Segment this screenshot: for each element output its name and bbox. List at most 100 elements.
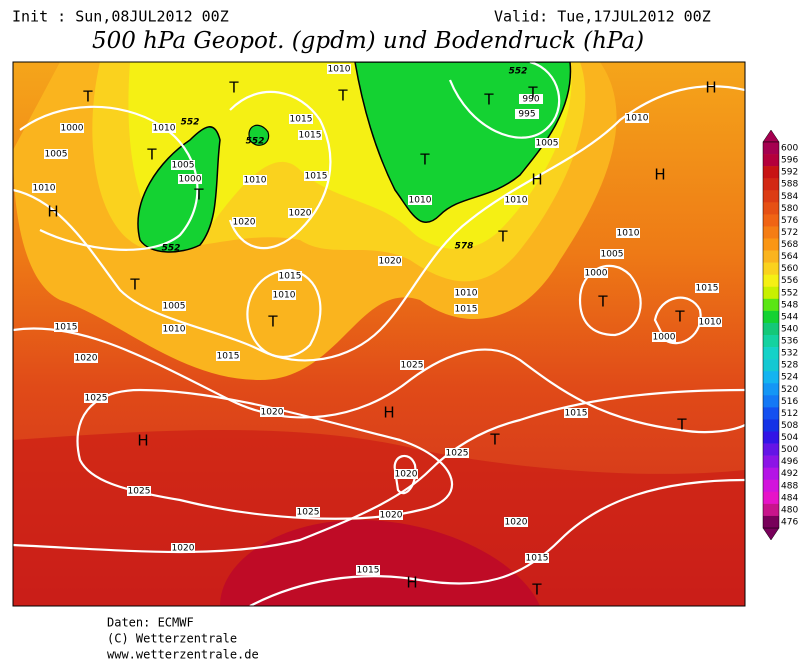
isobar-label: 1025: [85, 394, 108, 404]
isobar-label-box: [54, 322, 78, 332]
isobar-label-box: [162, 324, 186, 334]
colorbar-swatch: [763, 274, 779, 288]
isobar-label: 1000: [585, 269, 608, 279]
pressure-center: T: [597, 293, 608, 311]
pressure-center: T: [129, 276, 140, 294]
isobar-label: 990: [522, 95, 539, 105]
colorbar-swatch: [763, 238, 779, 251]
colorbar-label: 508: [781, 421, 798, 431]
isobar-label-box: [162, 301, 186, 311]
colorbar-swatch: [763, 515, 779, 529]
colorbar-swatch: [763, 214, 779, 227]
isobar-label-box: [178, 174, 202, 184]
isobar-label-box: [454, 304, 478, 314]
colorbar-label: 488: [781, 481, 798, 491]
isobar-label: 1020: [379, 257, 402, 267]
colorbar-swatch: [763, 359, 779, 372]
isobar-label-box: [272, 290, 296, 300]
zone-green-small: [248, 124, 270, 146]
isobar-label-box: [525, 553, 549, 563]
isobar-label: 1010: [699, 318, 722, 328]
footer-line: Daten: ECMWF: [107, 616, 194, 630]
isobar-label: 1010: [244, 176, 267, 186]
isobar-label-box: [243, 175, 267, 185]
pressure-center: T: [228, 79, 239, 97]
isobar-label-box: [695, 283, 719, 293]
isobar-label-box: [378, 256, 402, 266]
isobar-label-box: [171, 543, 195, 553]
pressure-center: H: [137, 432, 148, 450]
colorbar-label: 512: [781, 409, 798, 419]
isobar-label: 1015: [565, 409, 588, 419]
colorbar-label: 528: [781, 361, 798, 371]
pressure-center: T: [497, 228, 508, 246]
colorbar-label: 480: [781, 505, 798, 515]
pressure-center: T: [489, 431, 500, 449]
colorbar-swatch: [763, 250, 779, 263]
colorbar-label: 484: [781, 493, 798, 503]
pressure-center: H: [47, 203, 58, 221]
isobar-label: 1010: [328, 65, 351, 75]
geopotential-label: 552: [246, 137, 265, 147]
map-frame: [12, 61, 746, 607]
colorbar-swatch: [763, 467, 779, 481]
isobar-label-box: [327, 64, 351, 74]
isobar-label: 1000: [179, 175, 202, 185]
isobar-label: 1015: [279, 272, 302, 282]
isobar-label: 1015: [290, 115, 313, 125]
isobar-label-box: [74, 353, 98, 363]
init-label: Init : Sun,08JUL2012 00Z: [12, 8, 229, 26]
colorbar-label: 576: [781, 216, 798, 226]
colorbar-swatch: [763, 479, 779, 493]
map-area: 1010 1000 1010 1005 1010 1005 1000 1010 1015 1015…: [13, 62, 745, 606]
isobar-label-box: [519, 94, 543, 104]
colorbar-swatch: [763, 154, 779, 167]
isobar-label: 1020: [380, 511, 403, 521]
isobar-label: 1005: [45, 150, 68, 160]
colorbar-label: 516: [781, 397, 798, 407]
isobar-label: 1005: [536, 139, 559, 149]
pressure-center: T: [419, 151, 430, 169]
colorbar-swatch: [763, 202, 779, 215]
isobar-label-box: [44, 149, 68, 159]
isobar-label: 1020: [233, 218, 256, 228]
colorbar-label: 580: [781, 204, 798, 214]
colorbar: 600 596 592 588 584 580 576 572 568 564 560 556 552 5…: [762, 129, 798, 541]
geopotential-label: 578: [455, 242, 474, 252]
isobar-label-box: [127, 486, 151, 496]
colorbar-label: 596: [781, 156, 798, 166]
isobar-label-box: [515, 109, 539, 119]
isobar-label-box: [584, 268, 608, 278]
colorbar-swatch: [763, 190, 779, 203]
isobar-label-box: [504, 195, 528, 205]
isobar: [249, 478, 745, 606]
colorbar-label: 520: [781, 385, 798, 395]
isobar-label: 1010: [455, 289, 478, 299]
isobar-label-box: [625, 113, 649, 123]
isobar-label-box: [171, 160, 195, 170]
isobar: [448, 62, 561, 139]
isobar-label-box: [232, 217, 256, 227]
isobar-label: 1005: [163, 302, 186, 312]
colorbar-swatch: [763, 298, 779, 312]
colorbar-label: 492: [781, 469, 798, 479]
isobar-label: 1020: [172, 544, 195, 554]
isobar-label: 1015: [217, 352, 240, 362]
colorbar-label: 592: [781, 168, 798, 178]
isobar-label-box: [152, 123, 176, 133]
colorbar-label: 556: [781, 276, 798, 286]
isobar-label-box: [32, 183, 56, 193]
map-labels: 1010 1000 1010 1005 1010 1005 1000 1010 1015 1015…: [32, 64, 722, 599]
isobar-label: 1025: [401, 361, 424, 371]
footer-line: www.wetterzentrale.de: [107, 648, 259, 662]
isobar-label-box: [379, 510, 403, 520]
isobar-label-box: [356, 565, 380, 575]
isobar-label-box: [564, 408, 588, 418]
isobar-label: 1025: [128, 487, 151, 497]
colorbar-swatch: [763, 286, 779, 300]
colorbar-swatch: [763, 322, 779, 336]
pressure-center: T: [674, 308, 685, 326]
colorbar-swatch: [763, 335, 779, 348]
